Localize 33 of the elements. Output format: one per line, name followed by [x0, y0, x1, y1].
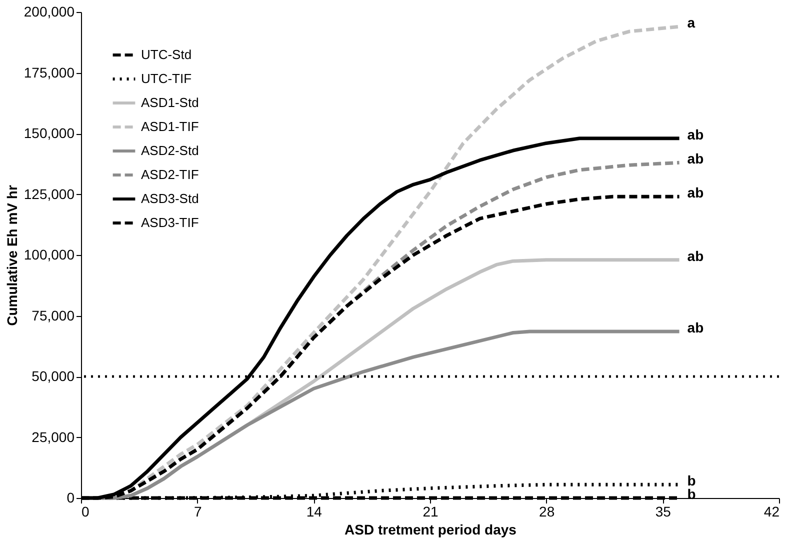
legend-label: UTC-TIF: [141, 71, 192, 86]
legend-label: ASD3-TIF: [141, 215, 199, 230]
legend-label: ASD2-Std: [141, 143, 199, 158]
x-axis-title: ASD tretment period days: [344, 522, 517, 538]
x-tick-label: 21: [422, 504, 438, 520]
y-tick-label: 75,000: [32, 307, 75, 324]
y-tick-label: 0: [66, 490, 75, 506]
data-label: ab: [687, 320, 704, 336]
y-axis-title: Cumulative Eh mV hr: [4, 184, 20, 326]
legend-label: ASD2-TIF: [141, 167, 199, 182]
data-label: a: [687, 14, 696, 31]
x-tick-label: 7: [194, 504, 202, 520]
x-tick-label: 35: [655, 504, 672, 520]
data-label: ab: [687, 150, 704, 167]
y-tick-label: 200,000: [24, 4, 75, 20]
y-tick-label: 175,000: [24, 64, 75, 80]
data-label: ab: [687, 184, 704, 201]
data-label: ab: [687, 126, 704, 142]
legend-label: ASD1-TIF: [141, 119, 199, 134]
x-tick-label: 0: [82, 504, 90, 520]
data-label: ab: [687, 248, 704, 264]
y-tick-label: 125,000: [24, 186, 75, 202]
data-label: b: [687, 472, 696, 489]
x-tick-label: 14: [306, 504, 322, 520]
x-tick-label: 42: [764, 504, 780, 520]
x-tick-label: 28: [539, 504, 555, 520]
y-tick-label: 50,000: [32, 368, 75, 384]
y-tick-label: 100,000: [24, 246, 75, 262]
y-tick-label: 150,000: [24, 125, 75, 141]
legend-label: ASD1-Std: [141, 95, 199, 110]
y-tick-label: 25,000: [32, 428, 75, 445]
legend-label: ASD3-Std: [141, 191, 199, 206]
legend-label: UTC-Std: [141, 47, 192, 62]
